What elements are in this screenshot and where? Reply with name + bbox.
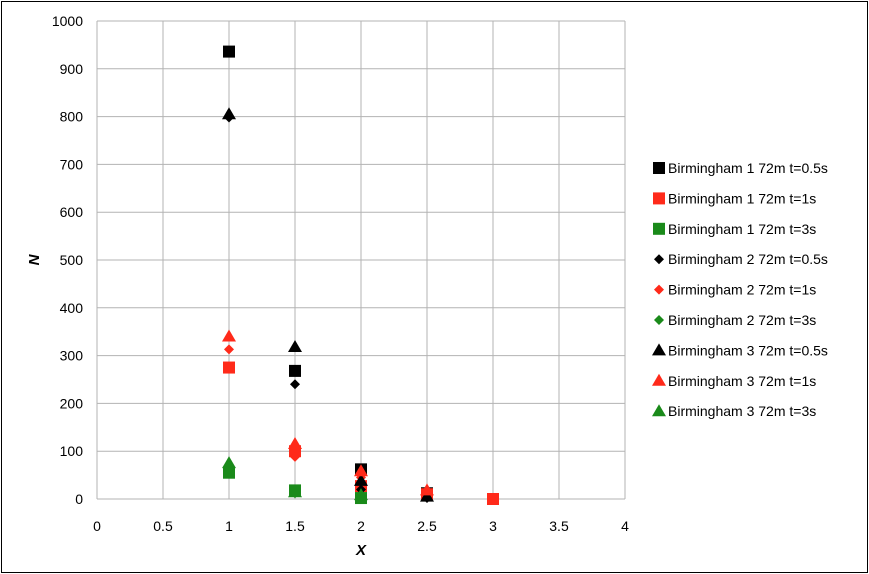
- gridlines: [96, 20, 626, 500]
- x-tick-label: 0.5: [153, 518, 173, 534]
- legend-label: Birmingham 2 72m t=3s: [668, 312, 816, 328]
- x-tick-labels: 0 0.5 1 1.5 2 2.5 3 3.5 4: [93, 518, 629, 534]
- data-point: [288, 485, 302, 498]
- legend-marker: [652, 373, 666, 386]
- legend: Birmingham 1 72m t=0.5s Birmingham 1 72m …: [652, 160, 828, 419]
- legend-label: Birmingham 2 72m t=1s: [668, 282, 816, 298]
- x-tick-label: 2: [357, 518, 365, 534]
- data-point: [224, 344, 234, 355]
- x-axis-label: X: [355, 542, 367, 559]
- legend-marker: [652, 343, 666, 356]
- y-tick-label: 500: [60, 252, 84, 268]
- y-tick-label: 200: [60, 395, 84, 411]
- legend-label: Birmingham 1 72m t=1s: [668, 190, 816, 206]
- legend-marker: [654, 254, 664, 265]
- data-point: [223, 361, 235, 374]
- legend-label: Birmingham 3 72m t=0.5s: [668, 342, 828, 358]
- x-tick-label: 3: [489, 518, 497, 534]
- y-tick-label: 100: [60, 443, 84, 459]
- legend-label: Birmingham 3 72m t=3s: [668, 403, 816, 419]
- y-tick-label: 900: [60, 61, 84, 77]
- x-tick-label: 2.5: [417, 518, 437, 534]
- data-point: [222, 107, 236, 120]
- data-point: [290, 451, 300, 462]
- data-point: [288, 437, 302, 450]
- y-tick-label: 0: [75, 491, 83, 507]
- legend-marker: [654, 315, 664, 325]
- x-tick-label: 4: [621, 518, 629, 534]
- legend-marker: [653, 192, 665, 205]
- legend-marker: [653, 162, 665, 174]
- y-tick-label: 700: [60, 156, 84, 172]
- legend-marker: [652, 404, 666, 417]
- y-tick-label: 600: [60, 204, 84, 220]
- y-tick-label: 300: [60, 348, 84, 364]
- data-point: [290, 379, 300, 390]
- data-point: [420, 489, 434, 502]
- data-point: [354, 464, 368, 477]
- data-point: [420, 483, 434, 496]
- y-tick-labels: 0 100 200 300 400 500 600 700 800 900 1000: [52, 13, 83, 507]
- x-tick-label: 0: [93, 518, 101, 534]
- data-point: [288, 339, 302, 352]
- data-point: [354, 488, 368, 501]
- x-tick-label: 1.5: [285, 518, 305, 534]
- x-tick-label: 1: [225, 518, 233, 534]
- data-point: [487, 493, 499, 505]
- legend-label: Birmingham 1 72m t=3s: [668, 221, 816, 237]
- data-point: [223, 45, 235, 58]
- data-point: [222, 456, 236, 469]
- data-point: [289, 364, 301, 377]
- data-point: [222, 329, 236, 342]
- legend-marker: [653, 222, 665, 235]
- data-point: [354, 473, 368, 486]
- x-tick-label: 3.5: [549, 518, 569, 534]
- y-tick-label: 400: [60, 300, 84, 316]
- legend-marker: [654, 284, 664, 295]
- y-axis-label: N: [26, 253, 43, 265]
- data-points: [222, 45, 499, 505]
- y-tick-label: 800: [60, 109, 84, 125]
- legend-label: Birmingham 2 72m t=0.5s: [668, 251, 828, 267]
- legend-label: Birmingham 1 72m t=0.5s: [668, 160, 828, 176]
- legend-label: Birmingham 3 72m t=1s: [668, 373, 816, 389]
- y-tick-label: 1000: [52, 13, 83, 29]
